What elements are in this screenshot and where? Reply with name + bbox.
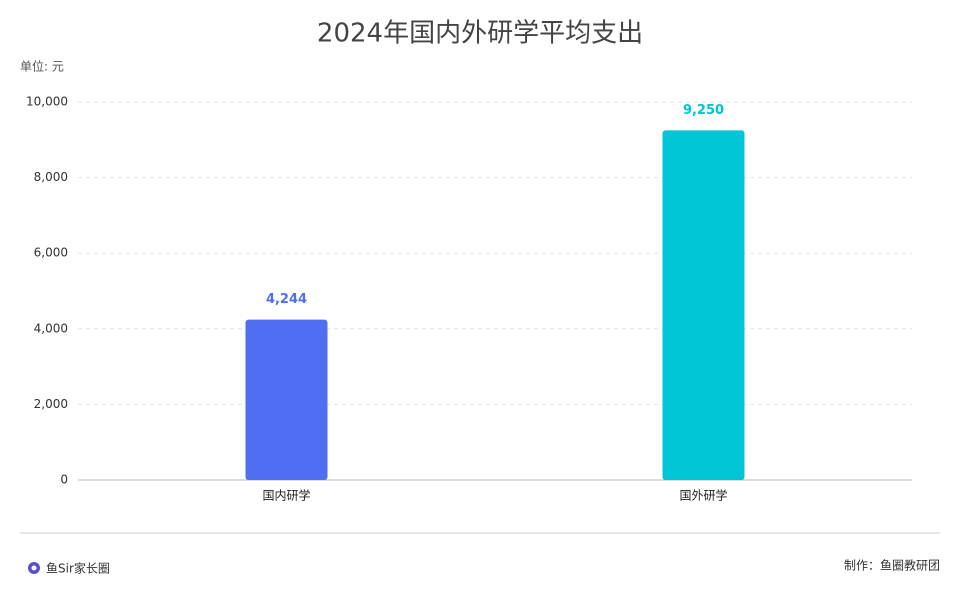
y-tick-label: 0 [60, 473, 68, 487]
y-tick-label: 6,000 [34, 246, 68, 260]
x-tick-label: 国外研学 [679, 488, 727, 503]
chart-title: 2024年国内外研学平均支出 [317, 19, 643, 49]
logo [28, 562, 40, 574]
y-tick-label: 4,000 [34, 321, 68, 335]
y-tick-label: 2,000 [34, 397, 68, 411]
unit-label: 单位: 元 [20, 59, 64, 74]
bar [662, 130, 745, 480]
value-label: 9,250 [683, 103, 724, 118]
y-tick-label: 10,000 [26, 95, 68, 109]
bar [245, 319, 328, 480]
x-tick-label: 国内研学 [262, 488, 310, 503]
y-tick-label: 8,000 [34, 170, 68, 184]
logo-text: 鱼Sir家长圈 [46, 561, 110, 576]
value-label: 4,244 [266, 292, 307, 307]
credit: 制作：鱼圈教研团 [844, 558, 940, 573]
